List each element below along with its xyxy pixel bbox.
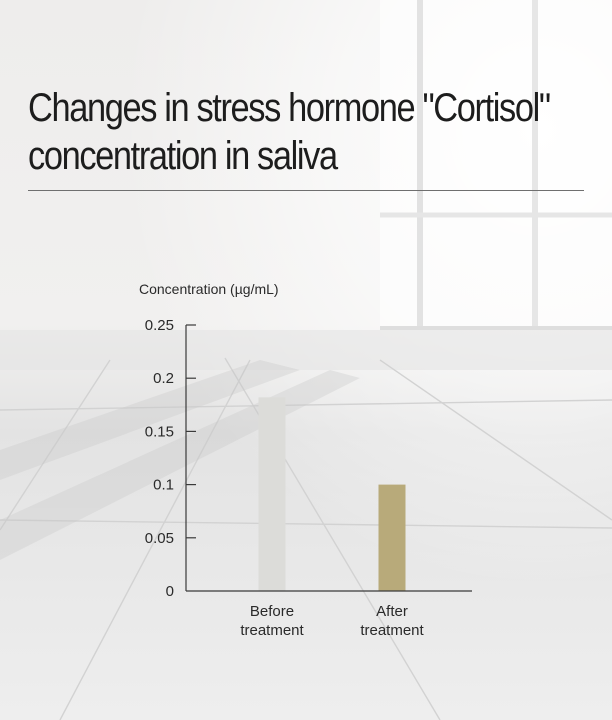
y-tick-label: 0.25 bbox=[145, 317, 174, 334]
y-tick-label: 0.2 bbox=[153, 370, 174, 387]
bar-0 bbox=[258, 397, 286, 591]
y-tick-label: 0 bbox=[166, 583, 174, 600]
y-tick-label: 0.15 bbox=[145, 423, 174, 440]
chart-title: Changes in stress hormone "Cortisol" con… bbox=[28, 84, 551, 180]
bar-1 bbox=[378, 484, 406, 591]
y-axis-label: Concentration (µg/mL) bbox=[139, 281, 279, 297]
title-line-2: concentration in saliva bbox=[28, 134, 338, 178]
x-tick-label: treatment bbox=[360, 622, 424, 639]
x-tick-label: After bbox=[376, 603, 408, 620]
title-line-1: Changes in stress hormone "Cortisol" bbox=[28, 86, 551, 130]
title-underline bbox=[28, 190, 584, 191]
x-axis: Before treatment After treatment bbox=[186, 590, 472, 639]
x-tick-label: treatment bbox=[240, 622, 304, 639]
bars bbox=[258, 397, 406, 591]
y-tick-label: 0.05 bbox=[145, 530, 174, 547]
y-axis: 0 0.05 0.1 0.15 0.2 0.25 bbox=[145, 317, 196, 600]
y-tick-label: 0.1 bbox=[153, 477, 174, 494]
x-tick-label: Before bbox=[250, 603, 294, 620]
